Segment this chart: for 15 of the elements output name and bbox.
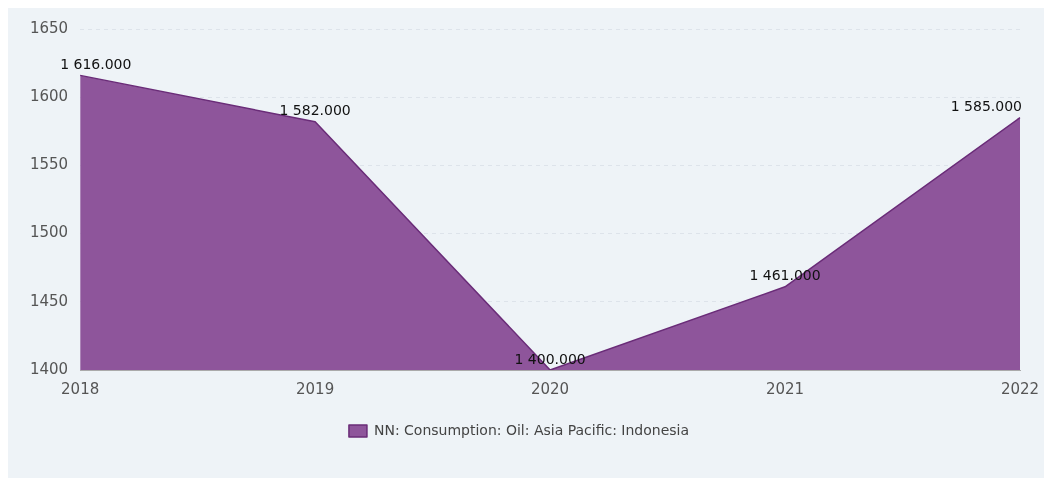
x-tick-label: 2021 (765, 379, 805, 398)
data-label: 1 616.000 (60, 56, 132, 73)
x-tick-label: 2020 (530, 379, 570, 398)
y-tick-label: 1450 (29, 291, 69, 310)
x-tick-label: 2022 (1000, 379, 1040, 398)
legend-label: NN: Consumption: Oil: Asia Pacific: Indonesia (373, 421, 690, 438)
y-tick-label: 1650 (29, 18, 69, 37)
data-label: 1 582.000 (279, 102, 351, 119)
x-tick-label: 2019 (296, 379, 335, 398)
y-tick-label: 1600 (29, 87, 69, 106)
x-tick-label: 2018 (61, 379, 100, 398)
y-tick-label: 1550 (29, 155, 69, 174)
y-tick-label: 1500 (29, 223, 69, 242)
y-tick-label: 1400 (29, 359, 69, 378)
data-label: 1 585.000 (950, 98, 1023, 115)
